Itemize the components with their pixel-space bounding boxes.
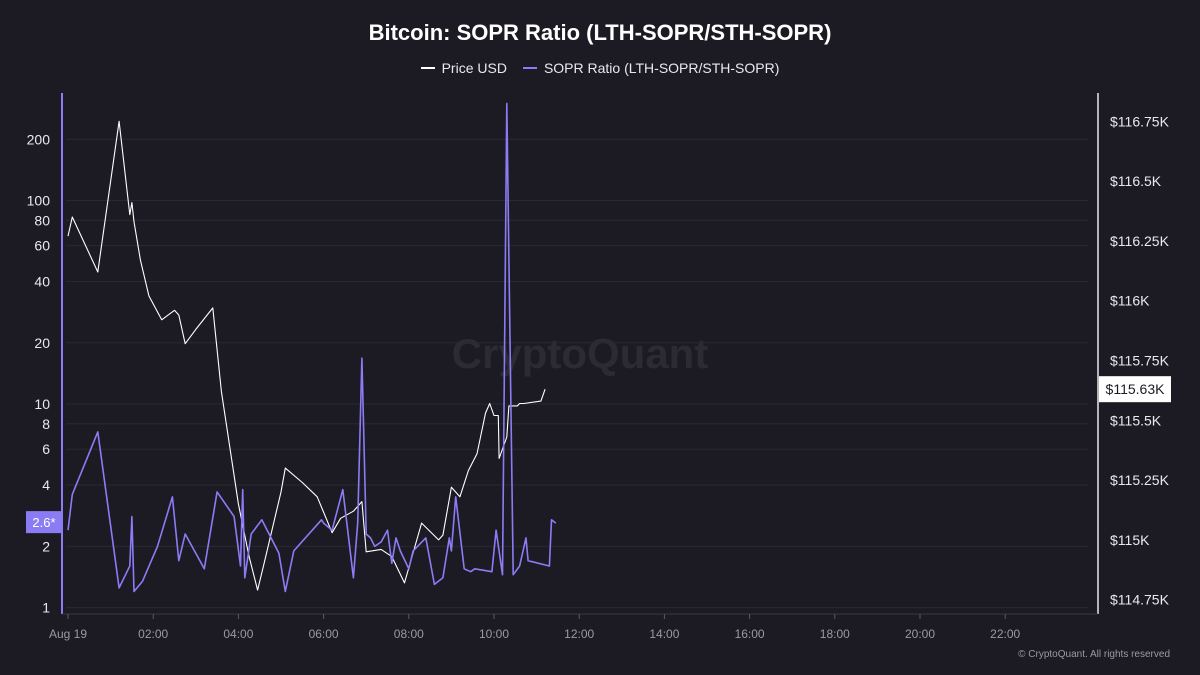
current-value-badge-left: [26, 511, 62, 534]
series-line-sopr: [67, 102, 557, 593]
x-tick-label-1: 02:00: [138, 627, 168, 641]
legend-label-sopr: SOPR Ratio (LTH-SOPR/STH-SOPR): [543, 60, 780, 76]
current-value-label-right: $115.63K: [1106, 381, 1166, 397]
x-tick-label-8: 16:00: [735, 627, 765, 641]
legend-item-sopr[interactable]: SOPR Ratio (LTH-SOPR/STH-SOPR): [522, 60, 780, 76]
y-left-tick-label-6: 20: [34, 335, 50, 351]
series-line-price: [67, 120, 546, 591]
x-tick-label-5: 10:00: [479, 627, 509, 641]
x-tick-label-2: 04:00: [223, 627, 253, 641]
current-value-badge-right: [1099, 376, 1171, 403]
legend: Price USD SOPR Ratio (LTH-SOPR/STH-SOPR): [0, 60, 1200, 76]
x-tick-label-0: Aug 19: [49, 627, 87, 641]
y-left-tick-label-4: 8: [42, 416, 50, 432]
y-left-tick-label-11: 200: [27, 131, 51, 147]
y-left-tick-label-5: 10: [34, 396, 50, 412]
legend-swatch-price: [420, 67, 435, 69]
y-right-tick-label-0: $114.75K: [1110, 592, 1170, 608]
watermark: CryptoQuant: [452, 330, 709, 377]
y-right-tick-label-1: $115K: [1110, 532, 1150, 548]
copyright-notice: © CryptoQuant. All rights reserved: [1018, 649, 1170, 660]
x-tick-label-9: 18:00: [820, 627, 850, 641]
y-left-tick-label-9: 80: [34, 212, 50, 228]
x-tick-label-7: 14:00: [649, 627, 679, 641]
y-left-tick-label-0: 1: [42, 600, 50, 616]
legend-swatch-sopr: [522, 67, 537, 69]
y-left-tick-label-3: 6: [42, 441, 50, 457]
y-right-tick-label-2: $115.25K: [1110, 472, 1170, 488]
y-right-tick-label-5: $116K: [1110, 293, 1150, 309]
y-left-tick-label-8: 60: [34, 238, 50, 254]
x-tick-label-3: 06:00: [309, 627, 339, 641]
x-tick-label-10: 20:00: [905, 627, 935, 641]
y-right-tick-label-6: $116.25K: [1110, 233, 1170, 249]
y-left-tick-label-2: 4: [42, 477, 50, 493]
x-tick-label-6: 12:00: [564, 627, 594, 641]
y-left-tick-label-1: 2: [42, 538, 50, 554]
legend-label-price: Price USD: [441, 60, 507, 76]
y-right-tick-label-7: $116.5K: [1110, 173, 1162, 189]
legend-item-price[interactable]: Price USD: [420, 60, 507, 76]
y-left-tick-label-10: 100: [27, 193, 51, 209]
x-tick-label-4: 08:00: [394, 627, 424, 641]
current-value-label-left: 2.6*: [32, 515, 55, 530]
y-left-tick-label-7: 40: [34, 274, 50, 290]
x-tick-label-11: 22:00: [990, 627, 1020, 641]
y-right-tick-label-3: $115.5K: [1110, 412, 1162, 428]
chart-title: Bitcoin: SOPR Ratio (LTH-SOPR/STH-SOPR): [368, 20, 832, 45]
y-right-tick-label-4: $115.75K: [1110, 352, 1170, 368]
y-right-tick-label-8: $116.75K: [1110, 113, 1170, 129]
